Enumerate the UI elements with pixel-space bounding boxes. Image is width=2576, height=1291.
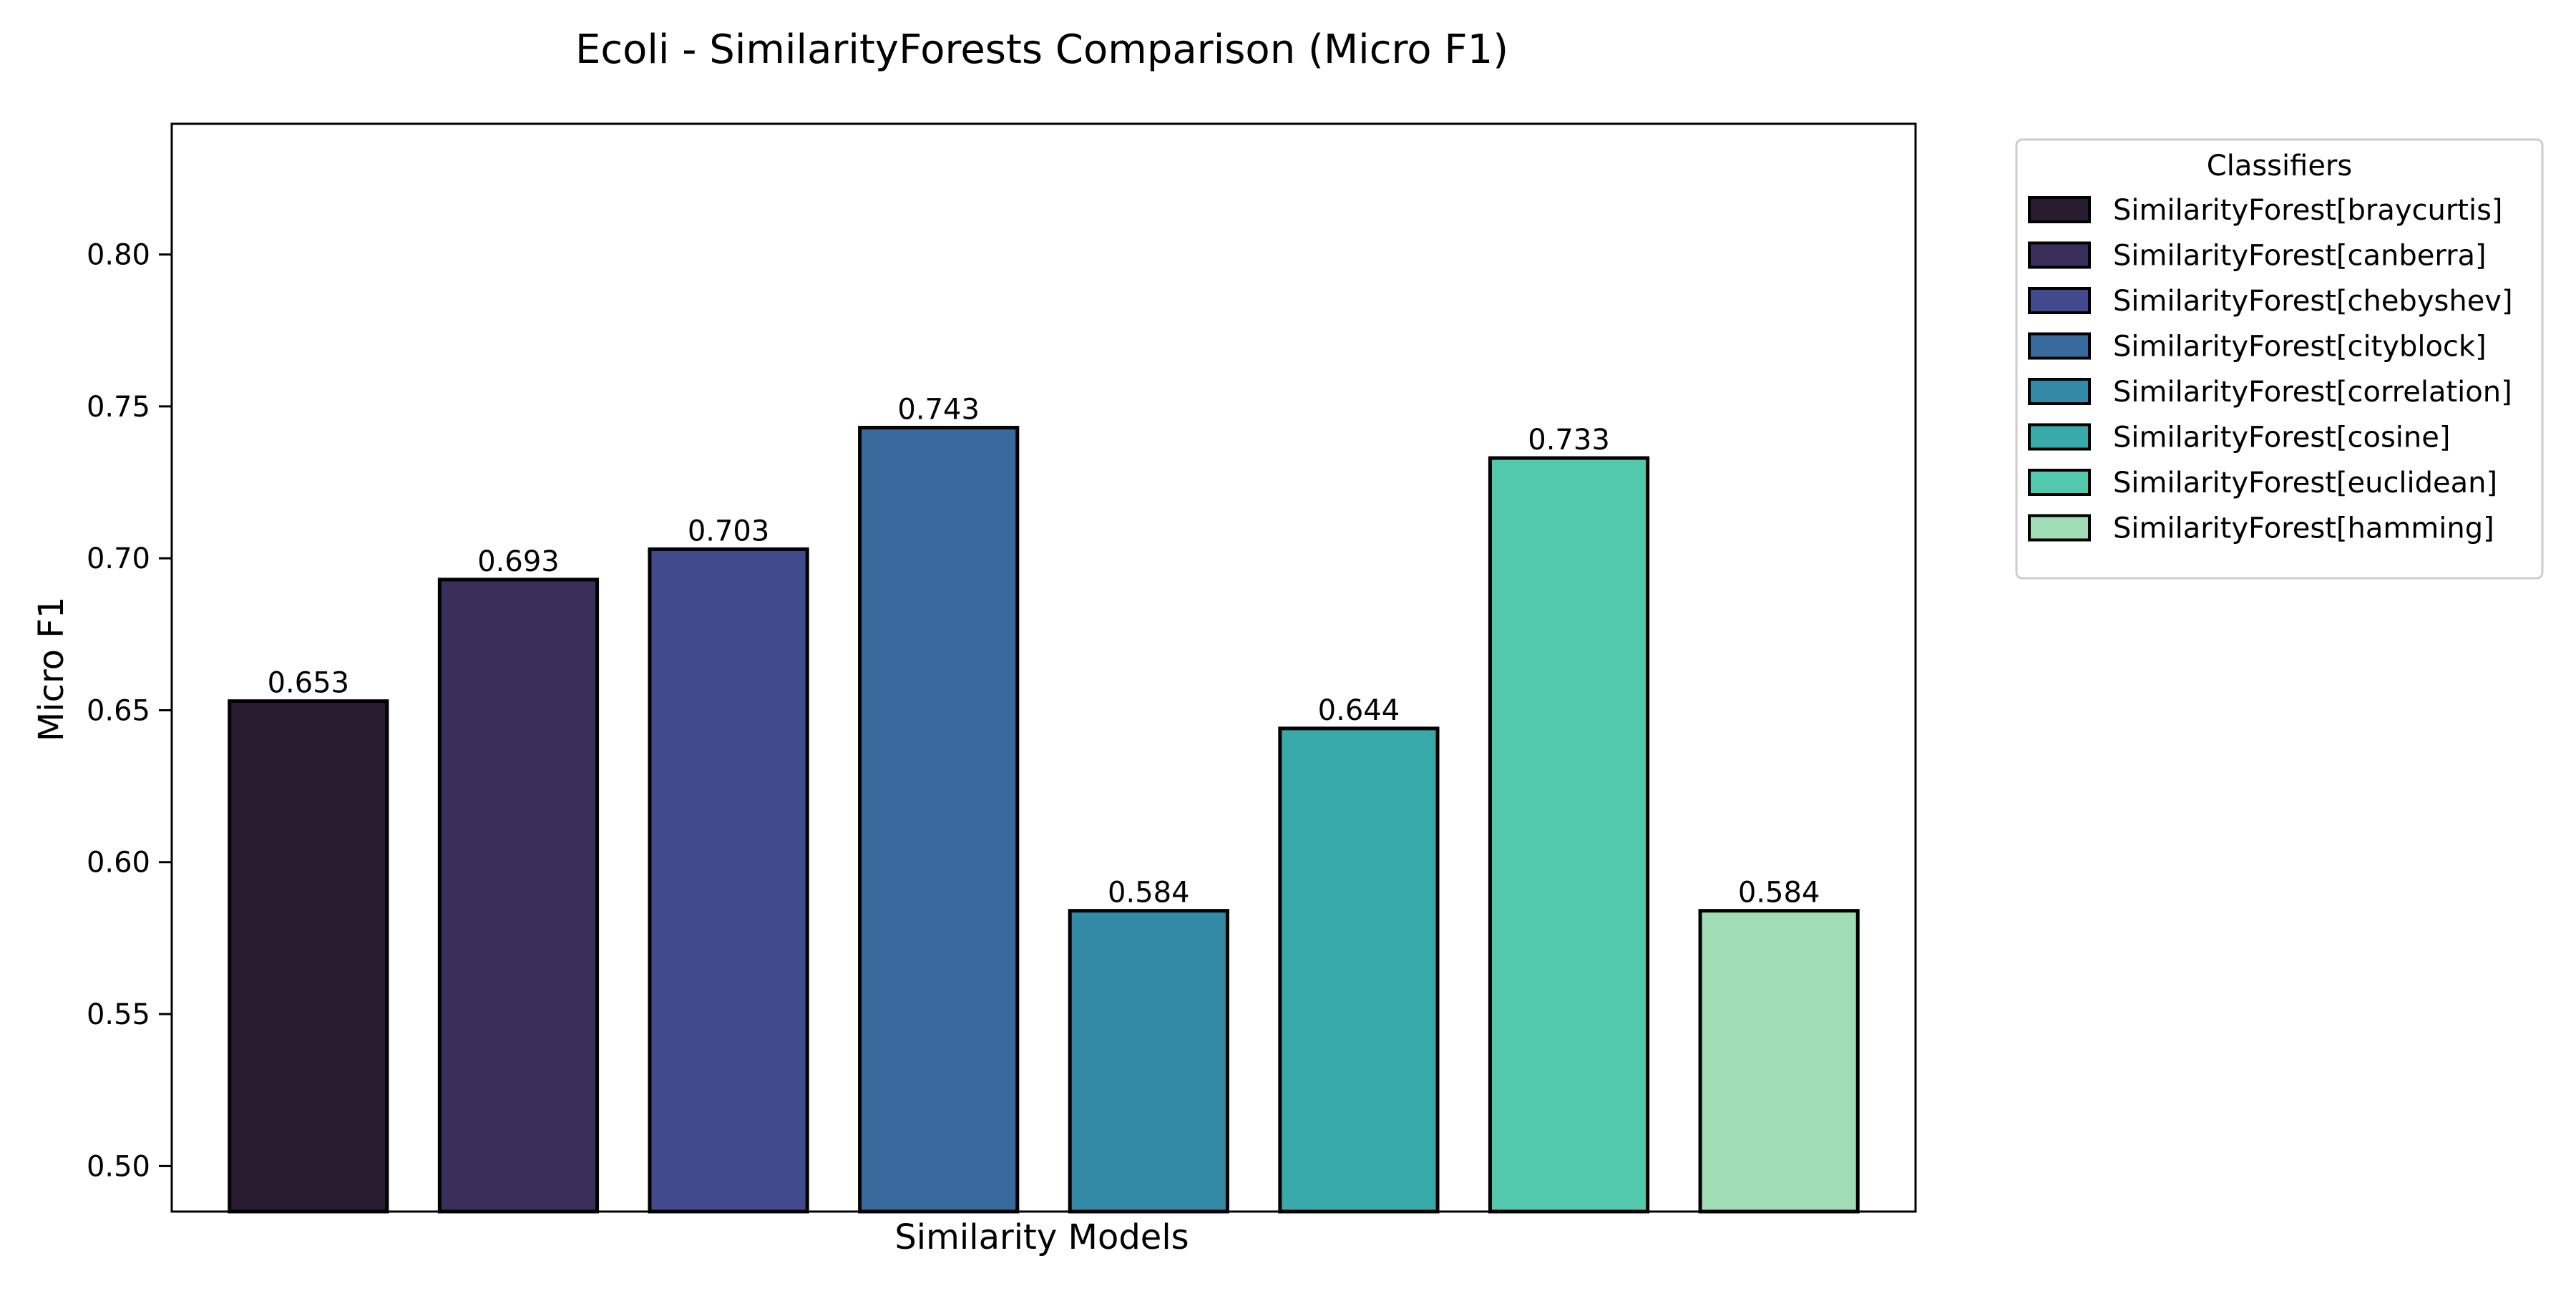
bar-value-label: 0.693 <box>477 545 560 578</box>
bar-value-label: 0.584 <box>1108 877 1190 910</box>
bar-3 <box>858 426 1020 1214</box>
bar-7 <box>1698 909 1860 1214</box>
legend-label: SimilarityForest[cosine] <box>2113 422 2450 454</box>
y-tick-label: 0.60 <box>87 847 150 880</box>
legend-label: SimilarityForest[braycurtis] <box>2113 194 2503 227</box>
legend-label: SimilarityForest[hamming] <box>2113 512 2494 545</box>
bar-value-label: 0.703 <box>688 515 770 547</box>
legend-label: SimilarityForest[correlation] <box>2113 376 2512 409</box>
bar-value-label: 0.743 <box>897 394 980 427</box>
legend-swatch <box>2028 287 2091 314</box>
y-tick-label: 0.50 <box>87 1150 150 1183</box>
legend-swatch <box>2028 514 2091 542</box>
x-axis-label: Similarity Models <box>894 1217 1189 1257</box>
bar-value-label: 0.653 <box>268 667 350 700</box>
legend-label: SimilarityForest[euclidean] <box>2113 467 2497 500</box>
y-axis-label: Micro F1 <box>31 597 72 742</box>
y-tick-label: 0.80 <box>87 239 150 272</box>
bar-4 <box>1068 909 1229 1214</box>
y-tick-label: 0.55 <box>87 998 150 1031</box>
bar-5 <box>1278 726 1440 1214</box>
bar-0 <box>228 699 389 1214</box>
legend-label: SimilarityForest[cityblock] <box>2113 331 2487 364</box>
legend-swatch <box>2028 332 2091 360</box>
y-tick-label: 0.65 <box>87 694 150 727</box>
bar-value-label: 0.584 <box>1738 877 1820 910</box>
plot-frame <box>170 122 1917 1213</box>
legend-title: Classifiers <box>2207 150 2352 182</box>
legend-swatch <box>2028 241 2091 269</box>
chart-title: Ecoli - SimilarityForests Comparison (Mi… <box>575 26 1508 73</box>
bar-value-label: 0.733 <box>1528 424 1610 457</box>
bar-1 <box>437 578 600 1214</box>
legend-swatch <box>2028 469 2091 496</box>
legend: Classifiers SimilarityForest[braycurtis] S… <box>2015 138 2544 580</box>
y-tick-label: 0.75 <box>87 391 150 424</box>
legend-swatch <box>2028 196 2091 223</box>
legend-swatch <box>2028 423 2091 451</box>
bar-value-label: 0.644 <box>1318 694 1400 727</box>
legend-label: SimilarityForest[chebyshev] <box>2113 285 2513 318</box>
legend-swatch <box>2028 378 2091 405</box>
bar-6 <box>1488 456 1650 1214</box>
legend-label: SimilarityForest[canberra] <box>2113 240 2487 273</box>
legend-box <box>2015 138 2544 580</box>
bar-2 <box>648 547 809 1214</box>
y-tick-label: 0.70 <box>87 542 150 575</box>
